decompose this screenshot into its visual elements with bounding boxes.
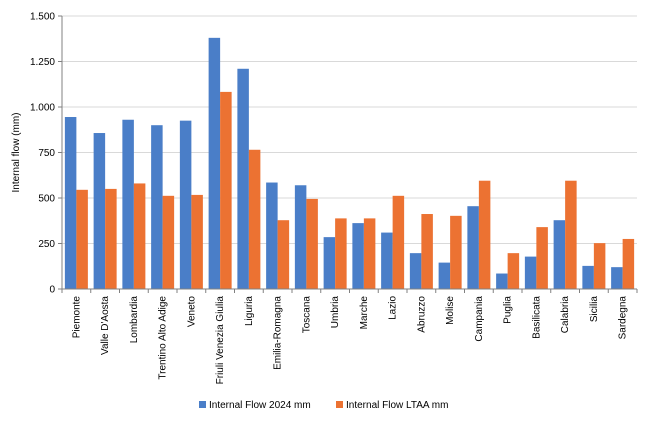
y-tick-label: 0 [49,285,55,296]
bar-internal-flow-2024 [93,133,106,289]
bar-internal-flow-2024 [409,253,422,289]
bar-internal-flow-ltaa [392,195,405,289]
bar-internal-flow-ltaa [536,227,548,289]
bar-internal-flow-2024 [179,120,192,290]
bar-internal-flow-ltaa [105,188,117,289]
bar-internal-flow-2024 [352,223,364,289]
bar-internal-flow-2024 [294,185,307,289]
bars [64,37,635,290]
y-tick-label: 1.500 [30,12,55,23]
bar-internal-flow-ltaa [363,218,376,289]
y-tick-label: 750 [38,148,55,159]
x-tick-label: Liguria [244,296,255,326]
x-tick-label: Valle D'Aosta [100,296,111,355]
bar-internal-flow-2024 [266,182,278,289]
bar-internal-flow-2024 [496,273,508,289]
bar-internal-flow-ltaa [191,194,203,289]
bar-internal-flow-ltaa [76,189,88,289]
bar-internal-flow-2024 [323,237,336,289]
y-axis-title: Internal flow (mm) [11,112,22,192]
y-tick-labels: 0 250 500 750 1.000 1.250 1.500 [30,12,55,296]
x-tick-label: Piemonte [71,296,82,339]
x-tick-label: Umbria [330,296,341,329]
bar-internal-flow-2024 [381,232,393,289]
x-tick-label: Abruzzo [416,296,427,333]
bar-internal-flow-ltaa [565,180,577,289]
bar-internal-flow-ltaa [162,195,175,289]
bar-internal-flow-ltaa [421,214,433,289]
y-tick-label: 1.250 [30,57,55,68]
bar-internal-flow-2024 [582,265,594,289]
x-tick-label: Emilia-Romagna [273,296,284,370]
x-tick-label: Sardegna [618,296,629,340]
x-tick-label: Sicilia [589,296,600,323]
x-tick-labels: Piemonte Valle D'Aosta Lombardia Trentino A… [71,296,628,385]
y-tick-label: 1.000 [30,103,55,114]
bar-internal-flow-2024 [64,117,77,289]
x-tick-label: Marche [359,296,370,330]
x-tick-label: Trentino Alto Adige [158,296,169,380]
bar-internal-flow-2024 [208,37,221,290]
x-tick-label: Veneto [186,296,197,328]
y-tick-label: 500 [38,194,55,205]
legend-label: Internal Flow 2024 mm [209,400,311,411]
x-tick-label: Lazio [388,296,399,320]
y-tick-label: 250 [38,239,55,250]
bar-internal-flow-ltaa [622,238,635,289]
bar-internal-flow-ltaa [306,198,318,289]
bar-internal-flow-ltaa [335,218,347,289]
x-tick-label: Toscana [301,296,312,334]
legend-swatch [199,401,206,408]
bar-internal-flow-2024 [524,256,537,289]
x-tick-label: Lombardia [129,296,140,344]
x-tick-label: Puglia [503,296,514,324]
bar-internal-flow-ltaa [478,180,491,289]
bar-internal-flow-2024 [467,206,479,289]
bar-internal-flow-ltaa [133,183,146,289]
x-tick-label: Molise [445,296,456,325]
legend-label: Internal Flow LTAA mm [346,400,448,411]
x-tick-label: Friuli Venezia Giulia [215,296,226,385]
legend: Internal Flow 2024 mm Internal Flow LTAA … [199,400,448,411]
bar-internal-flow-ltaa [220,91,232,289]
bar-internal-flow-ltaa [277,220,290,289]
bar-internal-flow-ltaa [248,149,261,289]
bar-internal-flow-2024 [438,262,451,289]
legend-swatch [336,401,343,408]
bar-internal-flow-ltaa [593,243,606,289]
bar-internal-flow-2024 [553,220,566,289]
axes [58,15,638,293]
bar-internal-flow-ltaa [450,215,462,289]
gridlines [62,15,637,244]
bar-internal-flow-2024 [151,125,163,289]
x-tick-label: Calabria [560,296,571,334]
x-tick-label: Basilicata [531,296,542,339]
bar-internal-flow-2024 [237,68,249,289]
x-tick-label: Campania [474,296,485,342]
bar-internal-flow-2024 [611,267,623,289]
bar-internal-flow-2024 [122,119,134,290]
bar-internal-flow-ltaa [507,253,520,289]
